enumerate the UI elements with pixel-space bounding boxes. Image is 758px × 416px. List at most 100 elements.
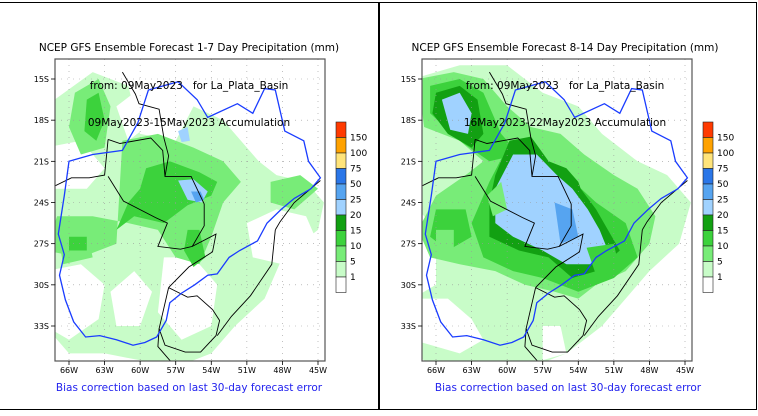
country-border xyxy=(122,71,205,205)
title-line-1: NCEP GFS Ensemble Forecast 8-14 Day Prec… xyxy=(411,42,719,54)
lon-tick-label: 63W xyxy=(463,366,481,375)
precip-contour xyxy=(110,271,152,326)
la-plata-basin-outline xyxy=(424,80,689,346)
precip-contour xyxy=(441,92,472,134)
legend-label: 25 xyxy=(350,196,361,206)
legend-swatch xyxy=(335,230,347,247)
legend-label: 15 xyxy=(350,227,361,237)
legend-label: 50 xyxy=(350,180,362,190)
lon-tick-label: 45W xyxy=(676,366,694,375)
legend-swatch xyxy=(702,214,714,231)
legend-swatch xyxy=(335,245,347,262)
precip-contour xyxy=(246,209,318,265)
legend-swatch xyxy=(335,276,347,293)
lon-tick-label: 51W xyxy=(605,366,623,375)
country-border xyxy=(489,71,572,205)
precip-contour xyxy=(191,191,205,203)
lon-tick-label: 48W xyxy=(273,366,291,375)
lon-tick-label: 60W xyxy=(131,366,149,375)
legend-label: 15 xyxy=(717,227,728,237)
legend-swatch xyxy=(702,276,714,293)
legend-label: 150 xyxy=(350,134,367,144)
map-group: 15S 18S 21S 24S 27S 30S 33S 66W 63W 60W 57W 54W 51W 4… xyxy=(34,58,367,375)
legend-swatch xyxy=(702,152,714,169)
plot-frame xyxy=(421,58,693,362)
precip-contour xyxy=(116,92,147,141)
country-border xyxy=(107,176,205,250)
legend-label: 20 xyxy=(350,211,362,221)
legend-label: 10 xyxy=(717,242,729,252)
title-line-1: NCEP GFS Ensemble Forecast 1-7 Day Preci… xyxy=(38,42,340,54)
lon-tick-label: 54W xyxy=(569,366,587,375)
country-border xyxy=(216,229,276,336)
legend-label: 25 xyxy=(717,196,728,206)
legend-swatch xyxy=(335,199,347,216)
lat-tick-label: 24S xyxy=(401,199,416,208)
lat-tick-label: 33S xyxy=(34,322,49,331)
precip-field xyxy=(55,59,325,361)
title-line-3: 09May2023-15May2023 Accumulation xyxy=(87,117,291,129)
precip-contour xyxy=(495,154,608,265)
lon-tick-label: 57W xyxy=(534,366,552,375)
legend-label: 100 xyxy=(350,149,367,159)
lon-tick-label: 54W xyxy=(202,366,220,375)
lon-tick-label: 60W xyxy=(498,366,516,375)
legend-swatch xyxy=(702,183,714,200)
precip-contour xyxy=(84,92,105,141)
legend-label: 1 xyxy=(350,273,356,283)
lon-tick-label: 66W xyxy=(60,366,78,375)
country-border xyxy=(583,229,643,336)
lat-tick-label: 18S xyxy=(34,116,49,125)
plot-frame xyxy=(54,58,326,362)
lat-tick-label: 21S xyxy=(401,157,416,166)
legend-swatch xyxy=(335,183,347,200)
lat-tick-label: 18S xyxy=(401,116,416,125)
legend-swatch xyxy=(702,261,714,278)
lon-tick-label: 63W xyxy=(96,366,114,375)
precip-contour xyxy=(631,92,685,148)
legend-swatch xyxy=(335,261,347,278)
legend-swatch xyxy=(702,230,714,247)
legend-swatch xyxy=(702,168,714,185)
legend-label: 100 xyxy=(717,149,734,159)
precip-contour xyxy=(554,202,579,244)
country-border xyxy=(524,328,538,361)
precip-contour xyxy=(69,236,87,251)
map-group: 15S 18S 21S 24S 27S 30S 33S 66W 63W 60W 57W 54W 51W 4… xyxy=(401,58,734,375)
legend-label: 50 xyxy=(717,180,729,190)
country-border xyxy=(158,287,221,353)
lat-tick-label: 30S xyxy=(34,281,49,290)
precip-contour xyxy=(586,243,620,276)
bias-correction-note: Bias correction based on last 30-day for… xyxy=(55,382,323,394)
precip-map-week1: 15S 18S 21S 24S 27S 30S 33S 66W 63W 60W 57W 54W 51W 4… xyxy=(34,58,367,375)
title-line-2: from: 09May2023 for La_Plata_Basin xyxy=(89,79,289,92)
lat-tick-label: 33S xyxy=(401,322,416,331)
lat-tick-label: 27S xyxy=(34,240,49,249)
map-title: NCEP GFS Ensemble Forecast 1-7 Day Preci… xyxy=(0,17,378,129)
precip-contour xyxy=(436,229,454,251)
precip-contour xyxy=(487,181,508,217)
legend-label: 75 xyxy=(717,165,728,175)
legend-swatch xyxy=(335,168,347,185)
legend-swatch xyxy=(702,245,714,262)
legend-label: 75 xyxy=(350,165,361,175)
legend-swatch xyxy=(335,214,347,231)
precip-field xyxy=(422,59,692,361)
lat-tick-label: 15S xyxy=(34,75,49,84)
lon-tick-label: 57W xyxy=(167,366,185,375)
precip-legend: 150 100 75 50 25 20 15 10 5 1 xyxy=(335,121,367,293)
lon-tick-label: 51W xyxy=(238,366,256,375)
lat-tick-label: 27S xyxy=(401,240,416,249)
lat-tick-label: 24S xyxy=(34,199,49,208)
lon-tick-label: 45W xyxy=(309,366,327,375)
legend-label: 5 xyxy=(350,258,356,268)
legend-label: 5 xyxy=(717,258,723,268)
legend-label: 20 xyxy=(717,211,729,221)
lon-tick-label: 48W xyxy=(640,366,658,375)
precip-legend: 150 100 75 50 25 20 15 10 5 1 xyxy=(702,121,734,293)
precip-contour xyxy=(184,229,206,267)
country-border xyxy=(474,176,572,250)
precip-contour xyxy=(178,127,190,143)
title-line-2: from: 09May2023 for La_Plata_Basin xyxy=(465,79,665,92)
lat-tick-label: 30S xyxy=(401,281,416,290)
